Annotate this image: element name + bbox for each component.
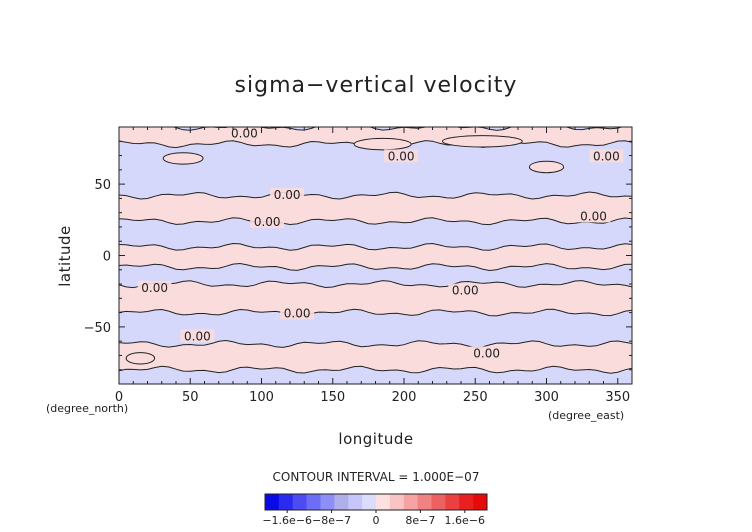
x-tick-label: 200 (392, 390, 417, 405)
colorbar-tick-label: 8e−7 (405, 514, 435, 527)
x-axis-unit: (degree_east) (548, 409, 624, 422)
y-tick-label: 50 (94, 178, 111, 193)
contour-interval-text: CONTOUR INTERVAL = 1.000E−07 (273, 470, 480, 484)
positive-cell (125, 352, 156, 365)
x-tick-label: 350 (605, 390, 630, 405)
colorbar-swatch (292, 494, 307, 510)
y-axis-unit: (degree_north) (46, 402, 128, 415)
positive-band (119, 339, 632, 374)
contour-label: 0.00 (580, 209, 607, 223)
contour-label-bg (250, 215, 285, 229)
contour-label: 0.00 (388, 149, 415, 163)
contour-label-bg (180, 329, 215, 343)
y-tick-label: −50 (84, 321, 111, 336)
positive-band (119, 191, 632, 226)
colorbar-swatch (278, 494, 294, 510)
colorbar-swatch (334, 494, 349, 510)
colorbar-swatch (389, 494, 405, 510)
positive-cell (353, 137, 412, 151)
positive-cell (162, 152, 204, 165)
y-tick-label: 0 (103, 250, 111, 265)
colorbar-swatch (445, 494, 460, 510)
colorbar-swatch (431, 494, 446, 510)
colorbar-tick-label: 1.6e−6 (445, 514, 485, 527)
positive-cell (441, 135, 523, 148)
contour-label-bg (280, 306, 315, 320)
x-tick-label: 150 (320, 390, 345, 405)
contour-label: 0.00 (184, 329, 211, 343)
colorbar-tick-label: −8e−7 (312, 514, 351, 527)
colorbar-tick-label: 0 (373, 514, 380, 527)
plot-area: 0.00 0.00 0.00 0.00 0.00 0.00 0.00 0.00 0.00 0.00… (84, 126, 633, 405)
positive-cell (528, 160, 565, 174)
contour-label: 0.00 (473, 346, 500, 360)
x-tick-label: 50 (182, 390, 199, 405)
colorbar-swatch (306, 494, 321, 510)
x-tick-label: 300 (534, 390, 559, 405)
contour-label-bg (384, 149, 419, 163)
contour-label-bg (576, 209, 611, 223)
chart-title: sigma−vertical velocity (235, 73, 518, 98)
contour-label: 0.00 (254, 215, 281, 229)
contour-label-bg (270, 187, 305, 201)
contour-label: 0.00 (284, 306, 311, 320)
x-tick-label: 100 (249, 390, 274, 405)
positive-band (119, 280, 632, 317)
contour-label-bg (137, 280, 172, 294)
colorbar-swatch (473, 494, 488, 510)
contour-label-bg (227, 126, 262, 140)
colorbar-swatch (403, 494, 418, 510)
colorbar-swatch (376, 494, 391, 510)
x-tick-label: 0 (115, 390, 123, 405)
x-axis-label: longitude (338, 430, 413, 448)
contour-label: 0.00 (593, 149, 620, 163)
contour-label: 0.00 (452, 284, 479, 298)
contour-label-bg (589, 149, 624, 163)
colorbar-swatch (265, 494, 280, 510)
colorbar-swatch (348, 494, 363, 510)
positive-band (119, 242, 632, 272)
contour-label: 0.00 (141, 281, 168, 295)
x-tick-label: 250 (463, 390, 488, 405)
colorbar-swatch (320, 494, 335, 510)
colorbar-tick-label: −1.6e−6 (262, 514, 312, 527)
contour-label: 0.00 (274, 188, 301, 202)
colorbar-swatch (417, 494, 432, 510)
contour-label-bg (469, 346, 504, 360)
y-axis-label: latitude (56, 225, 74, 287)
colorbar-swatch (459, 494, 474, 510)
contour-label-bg (448, 283, 483, 297)
contour-label: 0.00 (231, 127, 258, 141)
field (119, 127, 632, 374)
colorbar-swatch (362, 494, 377, 510)
colorbar: −1.6e−6 −8e−7 0 8e−7 1.6e−6 (262, 493, 488, 527)
